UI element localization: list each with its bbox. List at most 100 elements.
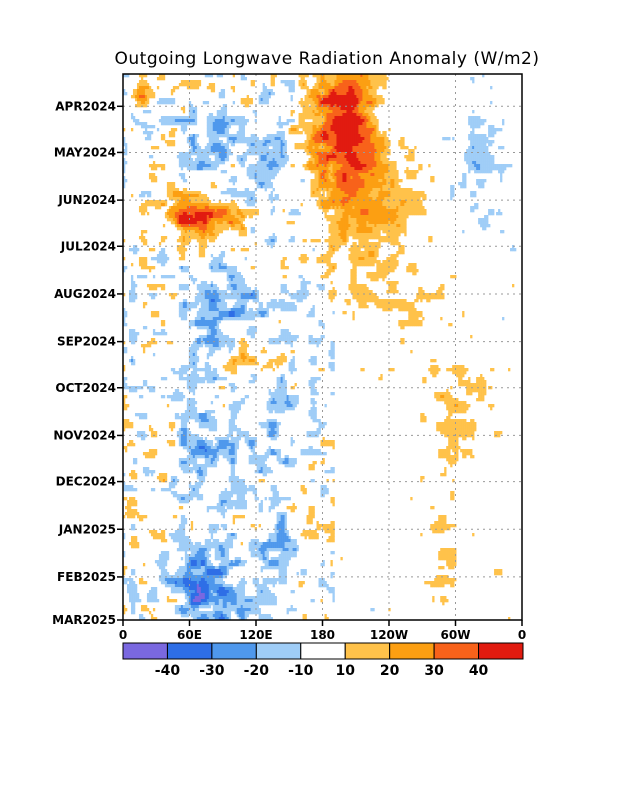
anomaly-cell [254,137,257,141]
anomaly-cell [123,137,126,141]
anomaly-cell [420,167,423,171]
anomaly-cell [330,230,333,234]
anomaly-cell [212,167,216,171]
anomaly-cell [180,203,184,207]
anomaly-cell [366,125,369,129]
anomaly-cell [336,95,339,99]
anomaly-cell [314,98,317,102]
anomaly-cell [396,206,399,210]
anomaly-cell [418,167,421,171]
anomaly-cell [170,140,174,144]
anomaly-cell [358,152,361,156]
anomaly-cell [394,179,397,183]
anomaly-cell [252,137,255,141]
anomaly-cell [404,230,407,234]
anomaly-cell [216,119,220,123]
anomaly-cell [330,179,333,183]
anomaly-cell [398,140,401,144]
anomaly-cell [338,77,341,81]
anomaly-cell [220,74,224,78]
anomaly-cell [358,98,361,102]
anomaly-cell [378,239,381,243]
anomaly-cell [408,206,411,210]
anomaly-cell [488,155,491,159]
anomaly-cell [372,257,375,261]
anomaly-cell [474,203,477,207]
anomaly-cell [484,221,487,225]
anomaly-cell [252,170,255,174]
anomaly-cell [378,101,381,105]
anomaly-cell [210,218,214,222]
anomaly-cell [358,155,361,159]
anomaly-cell [358,194,361,198]
anomaly-cell [232,101,236,105]
anomaly-cell [216,257,220,261]
anomaly-cell [196,230,200,234]
anomaly-cell [396,197,399,201]
anomaly-cell [376,161,379,165]
anomaly-cell [484,224,487,228]
anomaly-cell [232,89,236,93]
anomaly-cell [326,260,329,264]
anomaly-cell [258,161,261,165]
anomaly-cell [392,173,395,177]
anomaly-cell [366,260,369,264]
anomaly-cell [202,254,206,258]
anomaly-cell [123,239,126,243]
anomaly-cell [368,137,371,141]
anomaly-cell [318,137,321,141]
anomaly-cell [216,224,220,228]
anomaly-cell [330,122,333,126]
anomaly-cell [352,92,355,96]
anomaly-cell [370,221,373,225]
anomaly-cell [360,242,363,246]
anomaly-cell [270,245,273,249]
anomaly-cell [264,89,267,93]
anomaly-cell [324,113,327,117]
anomaly-cell [318,122,321,126]
anomaly-cell [392,164,395,168]
anomaly-cell [282,155,285,159]
anomaly-cell [306,143,309,147]
anomaly-cell [234,188,238,192]
anomaly-cell [394,236,397,240]
anomaly-cell [318,83,321,87]
anomaly-cell [372,125,375,129]
anomaly-cell [344,113,347,117]
anomaly-cell [180,161,184,165]
anomaly-cell [314,122,317,126]
anomaly-cell [318,173,321,177]
anomaly-cell [352,170,355,174]
anomaly-cell [352,152,355,156]
anomaly-cell [488,125,491,129]
anomaly-cell [278,158,281,162]
anomaly-cell [180,155,184,159]
anomaly-cell [358,185,361,189]
anomaly-cell [206,161,210,165]
anomaly-cell [310,191,313,195]
anomaly-cell [378,224,381,228]
anomaly-cell [380,197,383,201]
anomaly-cell [404,227,407,231]
anomaly-cell [372,119,375,123]
anomaly-cell [324,203,327,207]
anomaly-cell [206,206,210,210]
anomaly-cell [152,179,156,183]
anomaly-cell [148,137,152,141]
anomaly-cell [282,209,285,213]
anomaly-cell [342,227,345,231]
anomaly-cell [208,158,212,162]
anomaly-cell [496,164,499,168]
anomaly-cell [234,191,238,195]
anomaly-cell [378,209,381,213]
anomaly-cell [214,212,218,216]
anomaly-cell [356,110,359,114]
anomaly-cell [142,266,146,270]
anomaly-cell [412,152,415,156]
anomaly-cell [338,236,341,240]
anomaly-cell [394,230,397,234]
anomaly-cell [230,188,234,192]
anomaly-cell [150,125,154,129]
anomaly-cell [378,194,381,198]
anomaly-cell [182,257,186,261]
